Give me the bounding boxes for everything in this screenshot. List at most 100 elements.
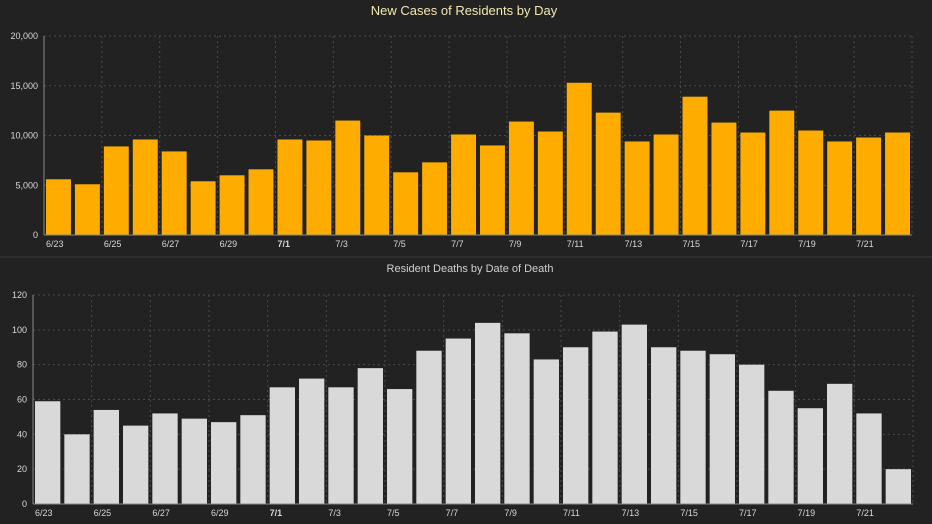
resident-deaths-chart: Resident Deaths by Date of Death 0 20 40 60… — [12, 263, 914, 518]
bar-7-2 — [306, 140, 332, 235]
bar-7-10 — [533, 359, 559, 504]
x-tick-label: 7/15 — [683, 239, 701, 249]
bar-7-15 — [682, 96, 708, 235]
bar-7-12 — [592, 331, 618, 504]
x-tick-label: 6/23 — [46, 239, 64, 249]
bar-7-8 — [475, 322, 501, 504]
bar-7-11 — [563, 347, 589, 504]
x-tick-label: 7/19 — [798, 508, 816, 518]
bar-7-20 — [827, 141, 853, 235]
bar-7-18 — [768, 390, 794, 504]
new-cases-chart-title: New Cases of Residents by Day — [371, 3, 558, 18]
bar-7-21 — [856, 137, 882, 235]
y-tick-label: 0 — [22, 499, 27, 509]
y-tick-label: 0 — [33, 230, 38, 240]
x-tick-label: 7/19 — [798, 239, 816, 249]
bar-6-26 — [123, 425, 149, 504]
x-tick-label: 6/29 — [220, 239, 238, 249]
bar-6-27 — [161, 151, 187, 235]
bar-7-4 — [364, 135, 390, 235]
x-tick-label: 7/17 — [740, 239, 758, 249]
x-tick-label: 6/25 — [94, 508, 112, 518]
x-tick-label: 7/1 — [270, 508, 283, 518]
bar-7-7 — [451, 134, 476, 235]
bar-7-12 — [595, 112, 621, 235]
x-tick-label: 7/5 — [387, 508, 400, 518]
bar-6-30 — [240, 415, 266, 504]
bar-7-11 — [566, 82, 592, 235]
bar-7-20 — [827, 383, 853, 504]
bar-7-4 — [357, 368, 383, 504]
bar-7-17 — [740, 132, 766, 235]
x-tick-label: 7/13 — [625, 239, 643, 249]
bar-6-27 — [152, 413, 178, 504]
bar-7-1 — [269, 387, 295, 504]
bar-7-2 — [299, 378, 325, 504]
bar-7-6 — [416, 350, 442, 504]
bar-6-25 — [93, 409, 119, 504]
bar-6-29 — [211, 422, 237, 504]
x-tick-label: 7/3 — [335, 239, 348, 249]
bar-7-5 — [393, 172, 419, 235]
x-tick-label: 7/1 — [277, 239, 290, 249]
x-tick-label: 7/9 — [509, 239, 522, 249]
bar-7-19 — [798, 130, 824, 235]
bar-6-24 — [74, 184, 100, 235]
bar-7-18 — [769, 110, 795, 235]
y-tick-label: 60 — [17, 395, 27, 405]
bar-7-5 — [387, 389, 413, 504]
bar-7-9 — [508, 121, 534, 235]
bar-6-24 — [64, 434, 90, 504]
bar-7-19 — [797, 408, 823, 504]
x-tick-label: 7/3 — [328, 508, 341, 518]
bar-7-17 — [739, 364, 765, 504]
bar-7-21 — [856, 413, 882, 504]
x-tick-label: 7/5 — [393, 239, 406, 249]
bar-6-28 — [181, 418, 207, 504]
bar-7-8 — [480, 145, 505, 235]
bar-7-14 — [651, 347, 677, 504]
bar-7-22 — [885, 469, 911, 504]
x-tick-label: 7/15 — [680, 508, 698, 518]
resident-deaths-chart-title: Resident Deaths by Date of Death — [387, 263, 554, 275]
bar-7-14 — [653, 134, 679, 235]
bar-7-13 — [624, 141, 650, 235]
y-tick-label: 15,000 — [10, 81, 38, 91]
x-tick-label: 6/23 — [35, 508, 53, 518]
x-tick-label: 7/9 — [504, 508, 517, 518]
x-tick-label: 7/11 — [563, 508, 580, 518]
bar-6-29 — [219, 175, 245, 235]
x-tick-label: 7/11 — [567, 239, 584, 249]
y-tick-label: 100 — [12, 325, 27, 335]
x-tick-label: 6/29 — [211, 508, 229, 518]
bar-7-1 — [277, 139, 303, 235]
bar-7-3 — [335, 120, 361, 235]
bar-7-22 — [885, 132, 910, 235]
y-tick-label: 120 — [12, 290, 27, 300]
bar-7-13 — [621, 324, 647, 504]
x-tick-label: 6/27 — [162, 239, 180, 249]
y-tick-label: 5,000 — [15, 180, 38, 190]
bar-6-25 — [103, 146, 129, 235]
bar-7-15 — [680, 350, 706, 504]
bar-6-23 — [46, 179, 71, 235]
bar-6-23 — [35, 401, 61, 504]
y-tick-label: 40 — [17, 429, 27, 439]
bar-6-26 — [132, 139, 158, 235]
x-tick-label: 7/17 — [739, 508, 757, 518]
x-tick-label: 6/27 — [152, 508, 170, 518]
bar-6-30 — [248, 169, 274, 235]
bar-7-3 — [328, 387, 354, 504]
y-tick-label: 20,000 — [10, 31, 38, 41]
bar-7-7 — [445, 338, 471, 504]
y-tick-label: 80 — [17, 360, 27, 370]
bar-7-9 — [504, 333, 530, 504]
x-tick-label: 7/21 — [856, 239, 874, 249]
x-tick-label: 7/13 — [622, 508, 640, 518]
bar-7-10 — [537, 131, 563, 235]
x-tick-label: 7/7 — [451, 239, 464, 249]
bar-6-28 — [190, 181, 216, 235]
new-cases-chart: New Cases of Residents by Day 0 5,000 10,0… — [10, 3, 913, 249]
y-tick-label: 20 — [17, 464, 27, 474]
